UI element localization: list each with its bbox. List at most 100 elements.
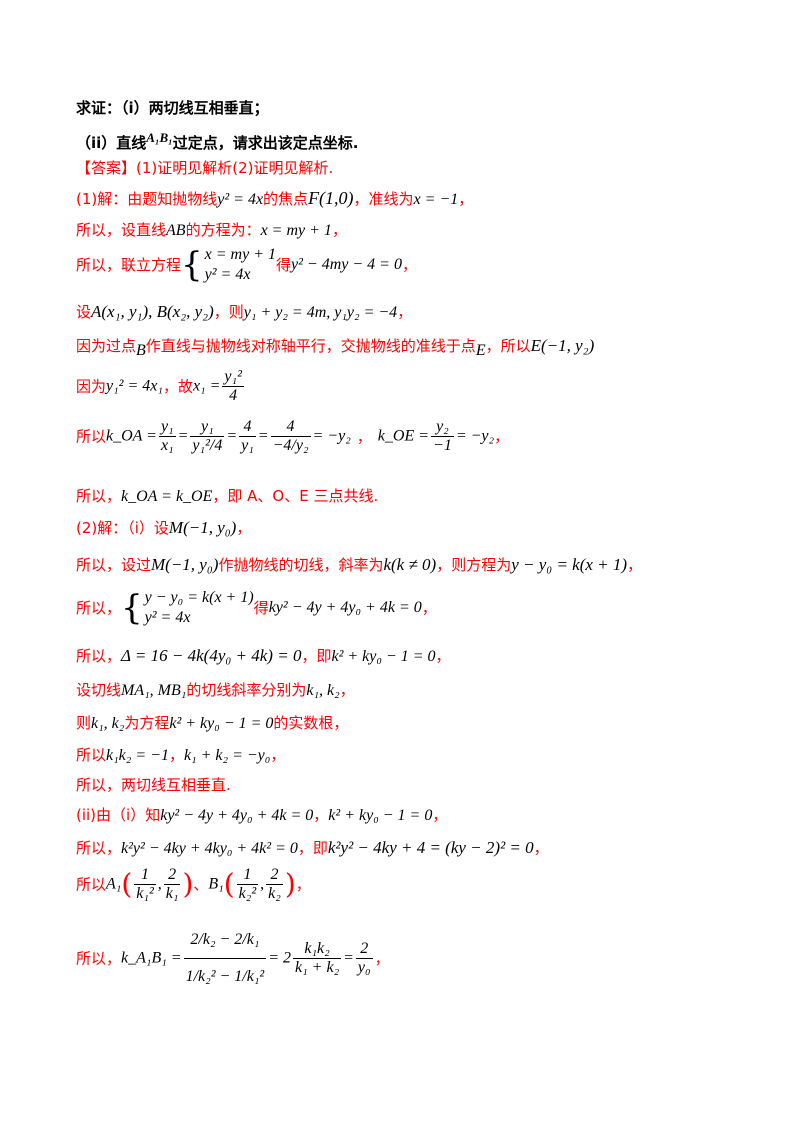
math: k² + ky₀ − 1 = 0 xyxy=(331,648,436,665)
text: 、 xyxy=(193,875,209,894)
text: 所以 xyxy=(76,746,107,764)
math: k² + ky₀ − 1 = 0 xyxy=(169,715,274,732)
text: 所以，设直线 xyxy=(76,221,167,239)
solution-line-7: 所以k_OA = y₁ x₁ = y₁ y₁²/4 = 4 y₁ = 4 −4/y₂ = −y₂， k_O… xyxy=(76,418,509,474)
prove-text: 求证：（i）两切线互相垂直； xyxy=(76,99,269,117)
denominator: k₁ + k₂ xyxy=(295,959,340,976)
fraction: 2/k₂ − 2/k₁ 1/k₂² − 1/k₁² xyxy=(183,922,267,995)
solution-line-2: 所以，设直线AB的方程为：x = my + 1， xyxy=(76,220,347,241)
text: ，故 xyxy=(162,377,193,396)
math: k_A₁B₁ = xyxy=(121,949,182,967)
text: ， xyxy=(401,256,417,274)
brace: { xyxy=(181,245,203,285)
solution-line-14: 则k₁, k₂为方程k² + ky₀ − 1 = 0的实数根， xyxy=(76,713,348,734)
numerator: y₁ xyxy=(158,418,176,437)
fraction: y₁ x₁ xyxy=(158,418,176,455)
denominator: k₂ xyxy=(268,885,281,902)
math: x = my + 1 xyxy=(260,222,332,239)
text: （ii）直线 xyxy=(76,134,147,152)
denominator: y₁²/4 xyxy=(192,437,223,454)
math: F(1,0) xyxy=(308,188,354,208)
text: 所以 xyxy=(76,875,107,894)
math: k₁, k₂ xyxy=(306,682,340,699)
math: x = −1 xyxy=(413,191,459,208)
math-a1b1: A₁B₁ xyxy=(146,130,173,145)
solution-line-4: 设A(x₁, y₁), B(x₂, y₂)，则y₁ + y₂ = 4m, y₁y… xyxy=(76,302,412,323)
math: k_OA = k_OE xyxy=(121,488,213,505)
text: 所以， xyxy=(76,949,122,968)
text: ，准线为 xyxy=(353,190,414,208)
math: k₁, k₂ xyxy=(91,715,125,732)
math: = xyxy=(226,427,238,445)
text: ，即 xyxy=(297,839,328,857)
system-eq-1: y − y₀ = k(x + 1) xyxy=(144,589,254,606)
solution-line-11: 所以，{y − y₀ = k(x + 1) y² = 4x 得ky² − 4y + … xyxy=(76,588,437,632)
text: 所以 xyxy=(76,427,107,446)
system-eq-2: y² = 4x xyxy=(144,609,191,626)
fraction: 4 y₁ xyxy=(239,418,256,455)
text: 过定点，请求出该定点坐标. xyxy=(172,134,359,152)
equation-system: y − y₀ = k(x + 1) y² = 4x xyxy=(145,588,254,628)
math: = −y₂ xyxy=(455,427,495,445)
text: ， xyxy=(533,839,549,857)
text: 设切线 xyxy=(76,681,122,699)
text: 所以，联立方程 xyxy=(76,256,182,274)
text: ， xyxy=(435,647,451,665)
text: 得 xyxy=(253,599,269,617)
solution-line-6: 因为y₁² = 4x₁，故x₁ = y₁² 4 xyxy=(76,368,246,410)
solution-line-20: 所以，k_A₁B₁ = 2/k₂ − 2/k₁ 1/k₂² − 1/k₁² = 2 k₁… xyxy=(76,922,390,1006)
math: Δ = 16 − 4k(4y₀ + 4k) = 0 xyxy=(121,646,302,665)
text: 设 xyxy=(76,303,92,321)
comma: , xyxy=(157,875,162,893)
fraction: y₁² 4 xyxy=(222,368,244,405)
math: E(−1, y₂) xyxy=(530,336,595,355)
solution-line-19: 所以A₁(1 k₁², 2 k₁)、B₁(1 k₂², 2 k₂)， xyxy=(76,866,311,918)
math: k₁k₂ = −1 xyxy=(106,747,169,764)
math: k²y² − 4ky + 4 = (ky − 2)² = 0 xyxy=(327,838,534,857)
math: AB xyxy=(166,222,186,239)
brace: { xyxy=(121,588,143,628)
math: k(k ≠ 0) xyxy=(383,555,437,574)
text: 所以， xyxy=(76,647,122,665)
fraction: 1 k₂² xyxy=(236,866,259,903)
text: ， xyxy=(397,303,413,321)
solution-line-8: 所以，k_OA = k_OE，即 A、O、E 三点共线. xyxy=(76,486,378,507)
math: k² + ky₀ − 1 = 0 xyxy=(328,807,433,824)
text: ，即 xyxy=(301,647,332,665)
solution-line-12: 所以，Δ = 16 − 4k(4y₀ + 4k) = 0，即k² + ky₀ −… xyxy=(76,646,451,667)
paren-close: ) xyxy=(182,867,194,901)
math: x₁ = xyxy=(192,377,221,395)
math: = xyxy=(343,949,354,967)
denominator: k₁² xyxy=(136,885,154,902)
math: k₁ + k₂ = −y₀ xyxy=(183,747,271,764)
solution-line-15: 所以k₁k₂ = −1，k₁ + k₂ = −y₀， xyxy=(76,745,285,766)
text: 的焦点 xyxy=(263,190,309,208)
equation-system: x = my + 1 y² = 4x xyxy=(205,245,276,285)
numerator: y₁² xyxy=(222,368,244,387)
numerator: 2 xyxy=(266,866,283,885)
fraction: y₁ y₁²/4 xyxy=(190,418,225,455)
text: ， xyxy=(458,190,474,208)
math: y² = 4x xyxy=(217,191,264,208)
math: M(−1, y₀) xyxy=(168,518,237,537)
paren-open: ( xyxy=(121,867,133,901)
math: k_OE = xyxy=(377,427,430,445)
solution-line-9: (2)解：（i）设M(−1, y₀)， xyxy=(76,518,251,538)
text: ， xyxy=(295,875,311,894)
text: ，所以 xyxy=(485,337,531,355)
text: (1)解：由题知抛物线 xyxy=(76,190,218,208)
text: ， xyxy=(356,427,372,446)
text: 所以， xyxy=(76,487,122,505)
solution-line-16: 所以，两切线互相垂直. xyxy=(76,775,231,795)
math: B₁ xyxy=(208,875,224,893)
solution-line-17: (ii)由（i）知ky² − 4y + 4y₀ + 4k = 0，k² + ky… xyxy=(76,805,447,826)
text: 因为过点 xyxy=(76,337,137,355)
denominator: x₁ xyxy=(160,437,174,454)
math: ky² − 4y + 4y₀ + 4k = 0 xyxy=(268,599,422,616)
math: M(−1, y₀) xyxy=(151,555,219,574)
answer-text: 【答案】(1)证明见解析(2)证明见解析. xyxy=(76,159,334,177)
fraction: 4 −4/y₂ xyxy=(270,418,311,455)
math: ky² − 4y + 4y₀ + 4k = 0 xyxy=(160,807,314,824)
solution-line-13: 设切线MA₁, MB₁的切线斜率分别为k₁, k₂， xyxy=(76,680,355,701)
text: 所以，设过 xyxy=(76,556,152,574)
